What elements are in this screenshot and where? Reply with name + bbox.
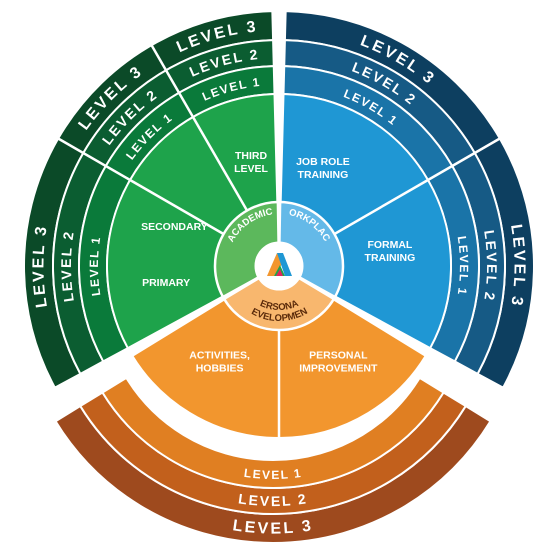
category-workplace [278, 10, 535, 390]
category-personal [54, 283, 492, 544]
workplace-ring-divider [427, 137, 501, 182]
personal-level-2-label: LEVEL 2 [237, 490, 308, 509]
academic-sector-label-3: PRIMARY [142, 277, 190, 289]
workplace-level-2-label: LEVEL 2 [481, 229, 500, 303]
academic-ring-divider [57, 137, 131, 182]
workplace-level-1-label: LEVEL 1 [455, 235, 471, 297]
brand-logo-icon [267, 253, 292, 276]
personal-sector-label-1: ACTIVITIES, HOBBIES [189, 349, 250, 374]
academic-sector-label-1: THIRD LEVEL [234, 150, 268, 175]
personal-sector-label-2: PERSONAL IMPROVEMENT [299, 349, 378, 374]
academic-ring-divider [150, 44, 195, 118]
workplace-level-3-label: LEVEL 3 [507, 223, 528, 309]
academic-level-3-label: LEVEL 3 [30, 223, 51, 309]
academic-sector-label-2: SECONDARY [141, 221, 208, 233]
personal-level-1-label: LEVEL 1 [243, 466, 303, 482]
workplace-sector-label-1: JOB ROLE TRAINING [296, 156, 350, 181]
workplace-sector-label-2: FORMAL TRAINING [365, 239, 416, 264]
personal-hub-segment[interactable] [222, 264, 336, 332]
academic-level-1-label: LEVEL 1 [87, 235, 103, 297]
personal-level-1-ring[interactable] [101, 376, 445, 489]
personal-level-3-label: LEVEL 3 [231, 517, 314, 537]
academic-level-2-label: LEVEL 2 [58, 229, 77, 303]
